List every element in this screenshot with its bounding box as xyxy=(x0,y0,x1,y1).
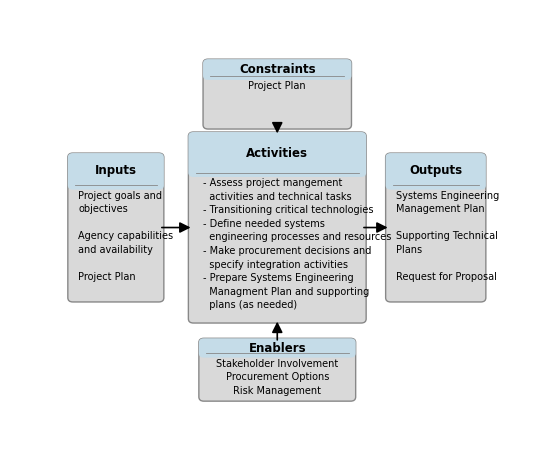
FancyBboxPatch shape xyxy=(199,339,355,358)
FancyBboxPatch shape xyxy=(203,60,352,130)
Text: Project goals and
objectives

Agency capabilities
and availability

Project Plan: Project goals and objectives Agency capa… xyxy=(78,190,173,282)
Text: Inputs: Inputs xyxy=(95,164,137,177)
FancyBboxPatch shape xyxy=(386,154,486,302)
FancyBboxPatch shape xyxy=(188,133,366,324)
Text: - Assess project mangement
  activities and technical tasks
- Transitioning crit: - Assess project mangement activities an… xyxy=(203,177,392,310)
FancyBboxPatch shape xyxy=(386,154,486,190)
Bar xyxy=(73,173,159,186)
FancyBboxPatch shape xyxy=(188,133,366,177)
Text: Outputs: Outputs xyxy=(409,164,463,177)
FancyBboxPatch shape xyxy=(68,154,164,190)
FancyBboxPatch shape xyxy=(199,339,355,401)
Bar xyxy=(391,173,481,186)
FancyBboxPatch shape xyxy=(203,60,352,81)
Text: Systems Engineering
Management Plan

Supporting Technical
Plans

Request for Pro: Systems Engineering Management Plan Supp… xyxy=(396,190,499,282)
Bar xyxy=(208,71,346,76)
Bar xyxy=(204,349,351,354)
Text: Enablers: Enablers xyxy=(248,341,306,354)
FancyBboxPatch shape xyxy=(68,154,164,302)
Bar xyxy=(194,157,361,173)
Text: Stakeholder Involvement
Procurement Options
Risk Management: Stakeholder Involvement Procurement Opti… xyxy=(216,358,338,395)
Text: Activities: Activities xyxy=(246,147,308,160)
Text: Constraints: Constraints xyxy=(239,63,315,76)
Text: Project Plan: Project Plan xyxy=(248,81,306,91)
